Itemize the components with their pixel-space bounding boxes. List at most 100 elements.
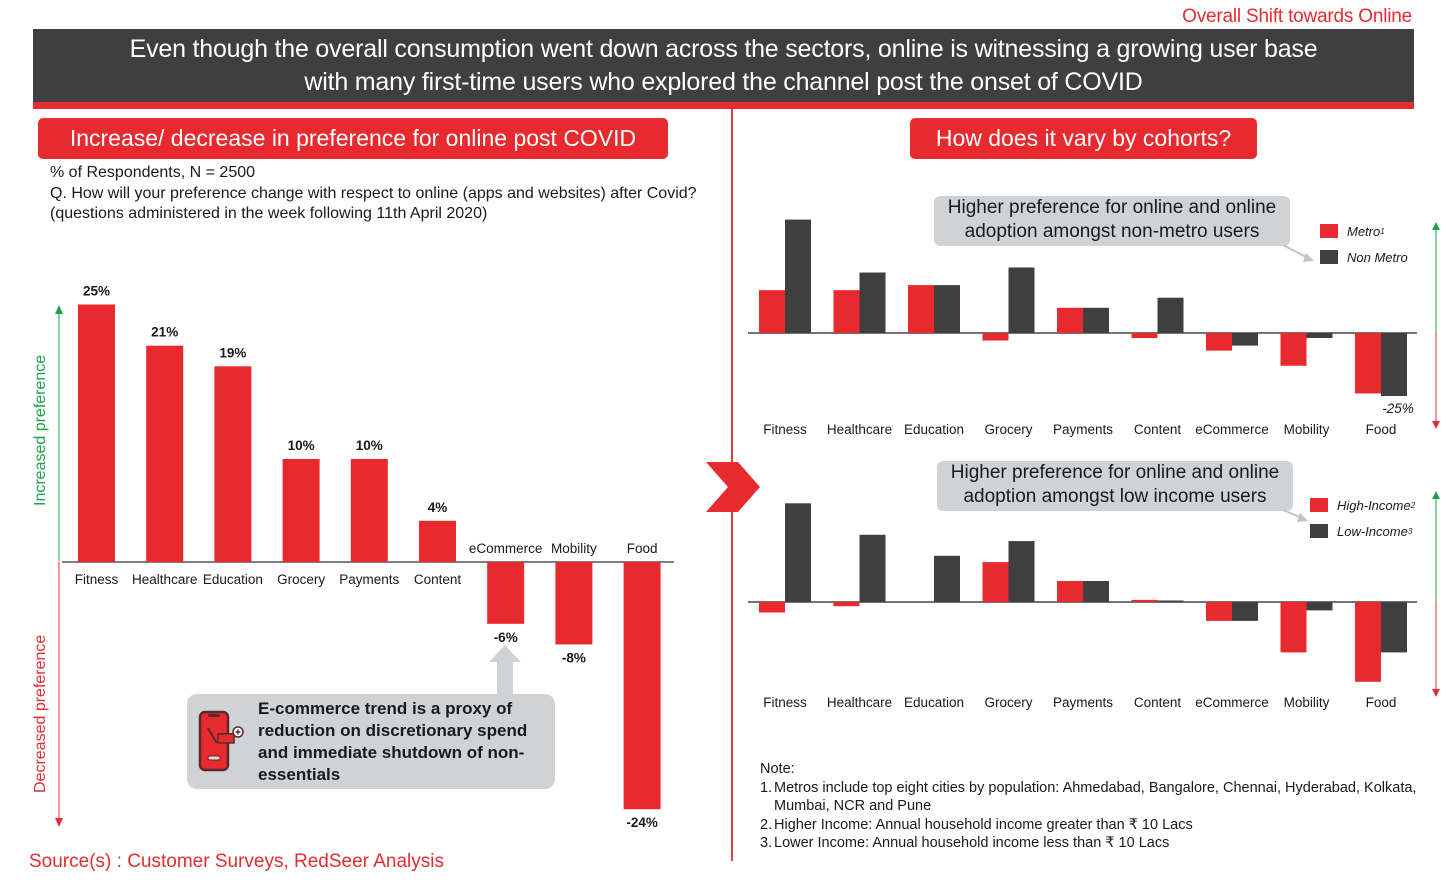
source-citation: Source(s) : Customer Surveys, RedSeer An… (29, 851, 444, 872)
category-label-education: Education (203, 572, 263, 587)
footnote-text: Lower Income: Annual household income le… (774, 835, 1170, 851)
income-bar-content-high-income (1131, 599, 1158, 602)
income-category-label-mobility: Mobility (1284, 695, 1330, 710)
section-tag: Overall Shift towards Online (1182, 6, 1412, 27)
metro-category-label-grocery: Grocery (984, 422, 1032, 437)
metro-category-label-fitness: Fitness (763, 422, 807, 437)
income-category-label-food: Food (1366, 695, 1397, 710)
right-panel-title: How does it vary by cohorts? (910, 118, 1257, 159)
legend-label-metro: Metro (1347, 223, 1381, 239)
income-bar-mobility-low-income (1306, 602, 1333, 611)
bar-content (419, 520, 456, 562)
income-category-label-grocery: Grocery (984, 695, 1032, 710)
value-label-food: -24% (626, 815, 658, 830)
income-bar-education-low-income (934, 555, 960, 602)
metro-category-label-content: Content (1134, 422, 1182, 437)
income-bar-ecommerce-low-income (1232, 602, 1258, 621)
legend-label-low-income: Low-Income (1337, 523, 1408, 539)
metro-insight-box: Higher preference for online and online … (934, 196, 1290, 246)
income-insight-box: Higher preference for online and online … (937, 461, 1293, 511)
footnote-number: 3. (760, 835, 773, 851)
income-bar-content-low-income (1157, 600, 1184, 602)
metro-legend: Metro 1 Non Metro (1320, 218, 1408, 270)
legend-item-non-metro: Non Metro (1320, 244, 1408, 270)
legend-footnote-marker: 3 (1407, 526, 1413, 536)
category-label-ecommerce: eCommerce (469, 541, 543, 556)
bottom-chart-down-arrow-icon (1432, 689, 1440, 697)
income-category-label-fitness: Fitness (763, 695, 807, 710)
legend-item-low-income: Low-Income 3 (1310, 518, 1415, 544)
value-label-fitness: 25% (83, 284, 110, 299)
headline-banner: Even though the overall consumption went… (33, 29, 1414, 102)
income-bar-healthcare-high-income (833, 602, 860, 607)
notes-title: Note: (760, 761, 795, 777)
bar-education (214, 366, 252, 562)
footnote-number: 1. (760, 779, 773, 796)
bar-grocery (282, 459, 320, 562)
bar-fitness (78, 304, 115, 562)
metro-bar-payments-non-metro (1083, 307, 1109, 333)
question-text: Q. How will your preference change with … (50, 184, 697, 202)
bar-payments (350, 459, 388, 562)
value-label-payments: 10% (356, 438, 383, 453)
metro-bar-mobility-non-metro (1306, 333, 1333, 339)
metro-bar-payments-metro (1057, 307, 1083, 333)
category-label-fitness: Fitness (75, 572, 119, 587)
legend-swatch-high-income (1310, 498, 1328, 512)
income-bar-food-low-income (1381, 602, 1407, 653)
metro-bar-education-metro (908, 285, 934, 333)
metro-bar-food-non-metro (1381, 333, 1407, 396)
footnote-item: 3. Lower Income: Annual household income … (760, 834, 1448, 853)
legend-footnote-marker: 2 (1410, 500, 1416, 510)
top-chart-down-arrow-icon (1432, 421, 1440, 429)
headline-line-2: with many first-time users who explored … (304, 68, 1143, 96)
survey-date-note: (questions administered in the week foll… (50, 205, 488, 222)
legend-swatch-low-income (1310, 524, 1328, 538)
metro-category-label-food: Food (1366, 422, 1397, 437)
metro-bar-mobility-metro (1280, 333, 1307, 366)
down-arrow-icon (55, 818, 63, 827)
legend-item-metro: Metro 1 (1320, 218, 1408, 244)
bar-food (623, 562, 661, 810)
legend-footnote-marker: 1 (1380, 226, 1385, 236)
bar-ecommerce (487, 562, 525, 624)
category-label-food: Food (627, 541, 658, 556)
metro-bar-food-metro (1355, 333, 1381, 394)
metro-bar-fitness-non-metro (785, 219, 811, 333)
income-bar-payments-low-income (1083, 581, 1109, 602)
legend-swatch-metro (1320, 224, 1338, 238)
legend-label-high-income: High-Income (1337, 497, 1411, 513)
metro-category-label-healthcare: Healthcare (827, 422, 892, 437)
metro-category-label-payments: Payments (1053, 422, 1113, 437)
income-category-label-education: Education (904, 695, 964, 710)
left-bar-chart: Fitness 25% Healthcare 21% Education 19% Groce… (62, 284, 674, 830)
income-bar-food-high-income (1355, 602, 1381, 682)
footnote-text: Metros include top eight cities by popul… (774, 779, 1417, 815)
footnote-item: 1. Metros include top eight cities by pop… (760, 779, 1448, 816)
mobile-shopping-cart-icon (196, 710, 246, 774)
category-label-payments: Payments (339, 572, 399, 587)
respondents-text: % of Respondents, N = 2500 (50, 164, 256, 181)
metro-bar-content-non-metro (1157, 297, 1184, 333)
bottom-chart-up-arrow-icon (1432, 491, 1440, 499)
category-label-grocery: Grocery (277, 572, 325, 587)
income-bar-chart: Fitness Healthcare Education Grocery Payment… (748, 503, 1417, 710)
footnotes: Note: 1. Metros include top eight cities … (760, 760, 1448, 853)
metro-bar-fitness-metro (759, 290, 785, 333)
income-bar-fitness-low-income (785, 503, 811, 602)
category-label-mobility: Mobility (551, 541, 597, 556)
value-label-healthcare: 21% (151, 325, 178, 340)
metro-bar-chart: Fitness Healthcare Education Grocery Payment… (748, 219, 1417, 437)
value-label-content: 4% (428, 500, 448, 515)
banner-underline (33, 102, 1414, 109)
income-bar-mobility-high-income (1280, 602, 1307, 653)
income-legend: High-Income 2 Low-Income 3 (1310, 492, 1415, 544)
income-bar-fitness-high-income (759, 602, 785, 613)
metro-annotation: -25% (1382, 401, 1414, 416)
income-bar-healthcare-low-income (859, 534, 886, 602)
value-label-mobility: -8% (562, 650, 586, 665)
legend-item-high-income: High-Income 2 (1310, 492, 1415, 518)
category-label-healthcare: Healthcare (132, 572, 197, 587)
metro-bar-healthcare-metro (833, 290, 860, 333)
